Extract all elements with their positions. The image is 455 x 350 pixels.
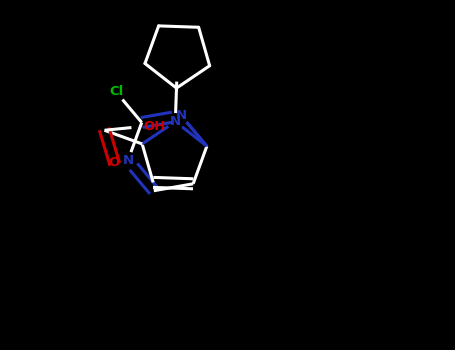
Text: N: N — [176, 109, 187, 122]
Text: OH: OH — [143, 120, 166, 133]
Text: N: N — [122, 154, 134, 167]
Text: O: O — [109, 156, 120, 169]
Text: N: N — [170, 115, 181, 128]
Text: Cl: Cl — [109, 85, 123, 98]
